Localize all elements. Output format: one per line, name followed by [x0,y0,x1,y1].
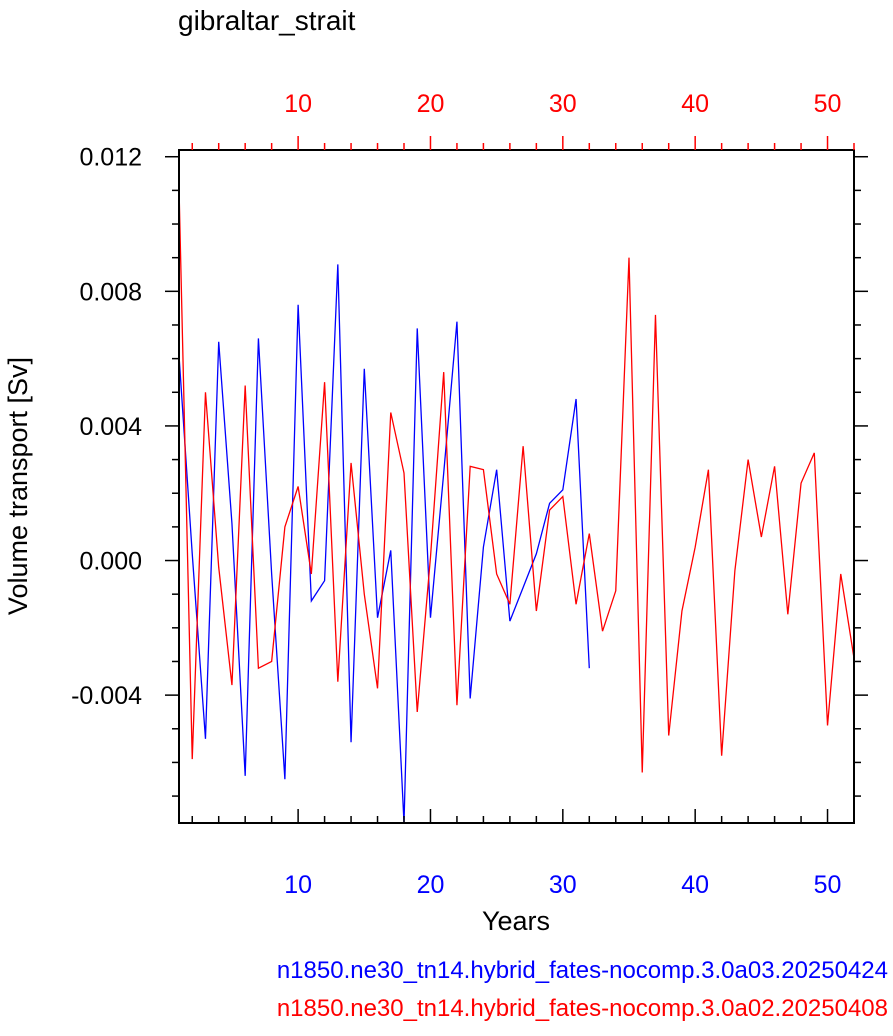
y-tick-label: 0.008 [79,278,142,306]
x-bottom-tick-label: 50 [814,871,842,899]
x-top-tick-label: 40 [681,90,709,118]
x-top-tick-label: 30 [549,90,577,118]
legend-entry-blue: n1850.ne30_tn14.hybrid_fates-nocomp.3.0a… [277,957,888,984]
y-tick-label: 0.004 [79,413,142,441]
ticks-layer [165,136,868,823]
series-line-2 [179,186,854,773]
y-tick-label: 0.012 [79,144,142,172]
x-bottom-tick-label: 20 [417,871,445,899]
y-axis-title: Volume transport [Sv] [3,357,33,615]
plot-frame [178,149,855,824]
x-top-tick-label: 10 [284,90,312,118]
chart-title: gibraltar_strait [178,5,356,36]
x-top-tick-label: 20 [417,90,445,118]
x-bottom-tick-label: 10 [284,871,312,899]
x-top-tick-label: 50 [814,90,842,118]
labels-layer: 10 20 30 40 50 10 20 30 40 50 -0.004 0.000 0.004 0.00… [71,90,841,899]
series-line-1 [179,264,590,823]
x-axis-title: Years [482,906,550,936]
x-bottom-tick-label: 30 [549,871,577,899]
y-tick-label: 0.000 [79,548,142,576]
legend-entry-red: n1850.ne30_tn14.hybrid_fates-nocomp.3.0a… [277,995,888,1022]
series-layer [179,186,854,823]
x-bottom-tick-label: 40 [681,871,709,899]
y-tick-label: -0.004 [71,682,142,710]
